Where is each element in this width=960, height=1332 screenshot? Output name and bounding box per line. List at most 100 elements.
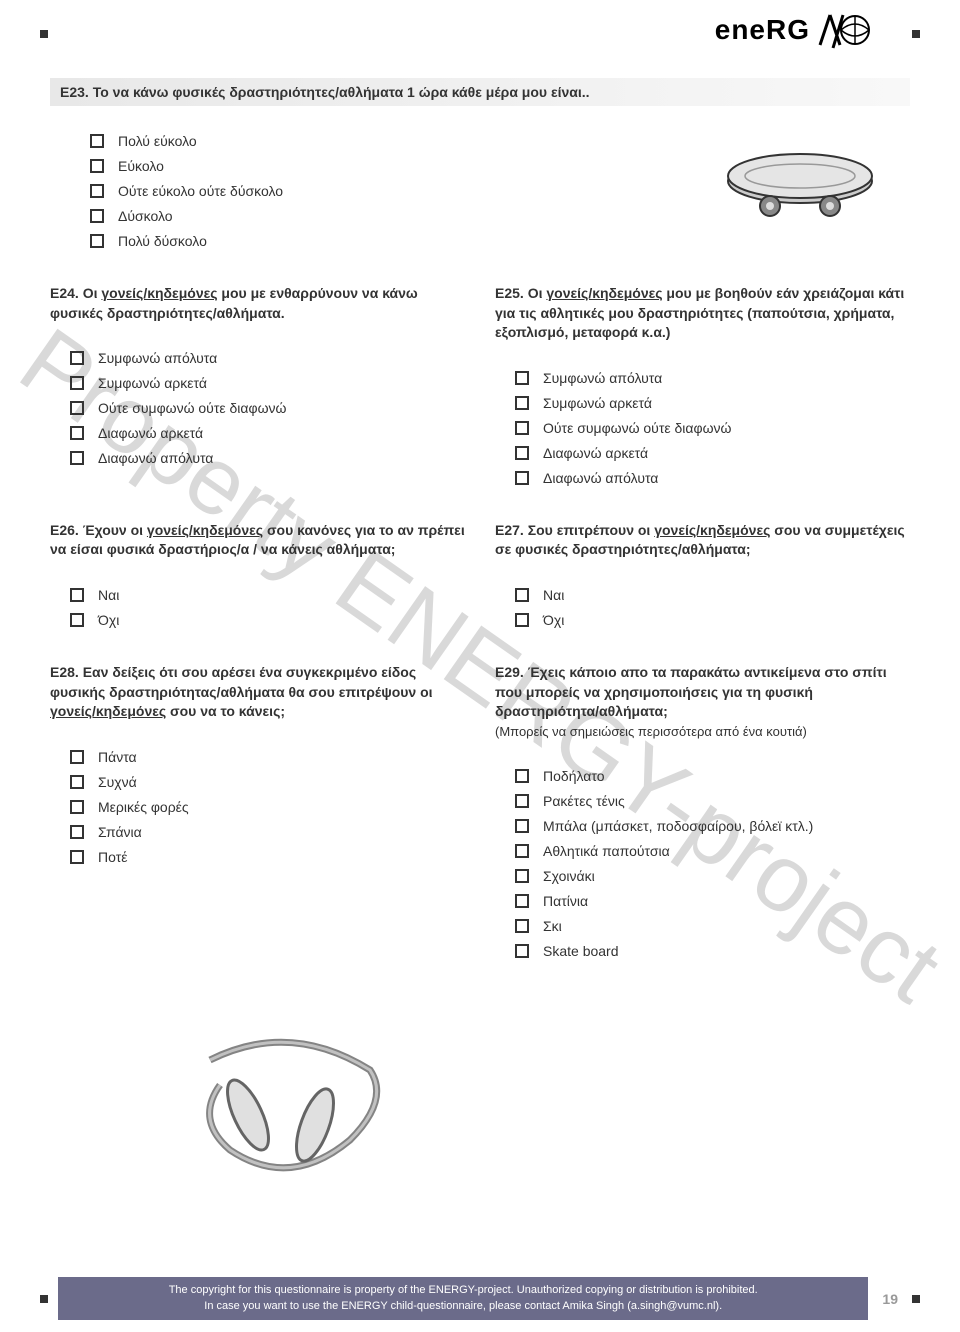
option-item: Συμφωνώ απόλυτα bbox=[515, 370, 910, 386]
option-label: Συχνά bbox=[98, 774, 137, 790]
page-number: 19 bbox=[878, 1291, 902, 1307]
corner-square bbox=[912, 1295, 920, 1303]
option-item: Ναι bbox=[70, 587, 465, 603]
checkbox[interactable] bbox=[515, 371, 529, 385]
option-item: Συμφωνώ αρκετά bbox=[515, 395, 910, 411]
logo: eneRG bbox=[715, 10, 870, 50]
options-e29: Ποδήλατο Ρακέτες τένις Μπάλα (μπάσκετ, ποδ… bbox=[495, 751, 910, 976]
checkbox[interactable] bbox=[515, 819, 529, 833]
option-item: Μερικές φορές bbox=[70, 799, 465, 815]
checkbox[interactable] bbox=[90, 134, 104, 148]
checkbox[interactable] bbox=[70, 351, 84, 365]
checkbox[interactable] bbox=[515, 421, 529, 435]
checkbox[interactable] bbox=[515, 869, 529, 883]
option-label: Ούτε συμφωνώ ούτε διαφωνώ bbox=[98, 400, 286, 416]
checkbox[interactable] bbox=[515, 769, 529, 783]
option-item: Μπάλα (μπάσκετ, ποδοσφαίρου, βόλεϊ κτλ.) bbox=[515, 818, 910, 834]
option-item: Συμφωνώ απόλυτα bbox=[70, 350, 465, 366]
checkbox[interactable] bbox=[70, 613, 84, 627]
checkbox[interactable] bbox=[515, 588, 529, 602]
checkbox[interactable] bbox=[70, 750, 84, 764]
option-item: Πολύ εύκολο bbox=[90, 133, 910, 149]
option-item: Ποδήλατο bbox=[515, 768, 910, 784]
option-item: Διαφωνώ απόλυτα bbox=[70, 450, 465, 466]
option-label: Αθλητικά παπούτσια bbox=[543, 843, 670, 859]
option-item: Πάντα bbox=[70, 749, 465, 765]
option-label: Σκι bbox=[543, 918, 562, 934]
content: E23. Το να κάνω φυσικές δραστηριότητες/α… bbox=[0, 78, 960, 976]
header: eneRG bbox=[0, 0, 960, 60]
footer-line1: The copyright for this questionnaire is … bbox=[169, 1284, 758, 1296]
option-item: Skate board bbox=[515, 943, 910, 959]
jumprope-icon bbox=[180, 1030, 400, 1210]
checkbox[interactable] bbox=[70, 401, 84, 415]
checkbox[interactable] bbox=[90, 209, 104, 223]
checkbox[interactable] bbox=[515, 471, 529, 485]
footer-bar: The copyright for this questionnaire is … bbox=[58, 1277, 868, 1320]
options-e26: Ναι Όχι bbox=[50, 570, 465, 645]
checkbox[interactable] bbox=[70, 588, 84, 602]
checkbox[interactable] bbox=[515, 446, 529, 460]
checkbox[interactable] bbox=[515, 944, 529, 958]
option-label: Διαφωνώ αρκετά bbox=[98, 425, 203, 441]
option-label: Όχι bbox=[543, 612, 564, 628]
option-label: Ποδήλατο bbox=[543, 768, 604, 784]
question-e28: E28. Εαν δείξεις ότι σου αρέσει ένα συγκ… bbox=[50, 663, 465, 722]
checkbox[interactable] bbox=[90, 234, 104, 248]
option-label: Ούτε συμφωνώ ούτε διαφωνώ bbox=[543, 420, 731, 436]
corner-square bbox=[40, 1295, 48, 1303]
checkbox[interactable] bbox=[70, 825, 84, 839]
question-e25: E25. Οι γονείς/κηδεμόνες μου με βοηθούν … bbox=[495, 284, 910, 343]
question-e23: E23. Το να κάνω φυσικές δραστηριότητες/α… bbox=[50, 78, 910, 106]
question-number: E23. bbox=[60, 84, 89, 100]
option-label: Συμφωνώ αρκετά bbox=[98, 375, 207, 391]
option-label: Όχι bbox=[98, 612, 119, 628]
checkbox[interactable] bbox=[515, 894, 529, 908]
checkbox[interactable] bbox=[70, 376, 84, 390]
options-e24: Συμφωνώ απόλυτα Συμφωνώ αρκετά Ούτε συμφων… bbox=[50, 333, 465, 483]
footer-line2: In case you want to use the ENERGY child… bbox=[204, 1300, 722, 1312]
option-item: Όχι bbox=[515, 612, 910, 628]
option-item: Συχνά bbox=[70, 774, 465, 790]
option-label: Συμφωνώ απόλυτα bbox=[98, 350, 217, 366]
option-label: Δύσκολο bbox=[118, 208, 173, 224]
option-item: Συμφωνώ αρκετά bbox=[70, 375, 465, 391]
checkbox[interactable] bbox=[515, 613, 529, 627]
checkbox[interactable] bbox=[70, 775, 84, 789]
option-label: Ούτε εύκολο ούτε δύσκολο bbox=[118, 183, 283, 199]
option-label: Μπάλα (μπάσκετ, ποδοσφαίρου, βόλεϊ κτλ.) bbox=[543, 818, 813, 834]
question-number: E24. bbox=[50, 285, 79, 301]
question-number: E28. bbox=[50, 664, 79, 680]
checkbox[interactable] bbox=[90, 159, 104, 173]
option-item: Αθλητικά παπούτσια bbox=[515, 843, 910, 859]
checkbox[interactable] bbox=[70, 800, 84, 814]
option-label: Μερικές φορές bbox=[98, 799, 189, 815]
checkbox[interactable] bbox=[70, 426, 84, 440]
option-label: Σπάνια bbox=[98, 824, 142, 840]
option-label: Πολύ εύκολο bbox=[118, 133, 197, 149]
question-text: Το να κάνω φυσικές δραστηριότητες/αθλήμα… bbox=[93, 84, 590, 100]
option-label: Πατίνια bbox=[543, 893, 588, 909]
question-e29: E29. Έχεις κάποιο απο τα παρακάτω αντικε… bbox=[495, 663, 910, 741]
checkbox[interactable] bbox=[90, 184, 104, 198]
checkbox[interactable] bbox=[70, 451, 84, 465]
checkbox[interactable] bbox=[515, 844, 529, 858]
question-e26: E26. Έχουν οι γονείς/κηδεμόνες σου κανόν… bbox=[50, 521, 465, 560]
option-label: Σχοινάκι bbox=[543, 868, 595, 884]
option-label: Διαφωνώ απόλυτα bbox=[98, 450, 213, 466]
checkbox[interactable] bbox=[515, 794, 529, 808]
option-item: Εύκολο bbox=[90, 158, 910, 174]
question-e27: E27. Σου επιτρέπουν οι γονείς/κηδεμόνες … bbox=[495, 521, 910, 560]
option-item: Ούτε συμφωνώ ούτε διαφωνώ bbox=[515, 420, 910, 436]
footer: The copyright for this questionnaire is … bbox=[40, 1277, 920, 1320]
option-label: Ρακέτες τένις bbox=[543, 793, 625, 809]
option-label: Πάντα bbox=[98, 749, 137, 765]
options-e25: Συμφωνώ απόλυτα Συμφωνώ αρκετά Ούτε συμφων… bbox=[495, 353, 910, 503]
checkbox[interactable] bbox=[70, 850, 84, 864]
option-item: Διαφωνώ αρκετά bbox=[70, 425, 465, 441]
option-item: Ούτε συμφωνώ ούτε διαφωνώ bbox=[70, 400, 465, 416]
option-label: Συμφωνώ απόλυτα bbox=[543, 370, 662, 386]
checkbox[interactable] bbox=[515, 396, 529, 410]
checkbox[interactable] bbox=[515, 919, 529, 933]
question-number: E26. bbox=[50, 522, 79, 538]
